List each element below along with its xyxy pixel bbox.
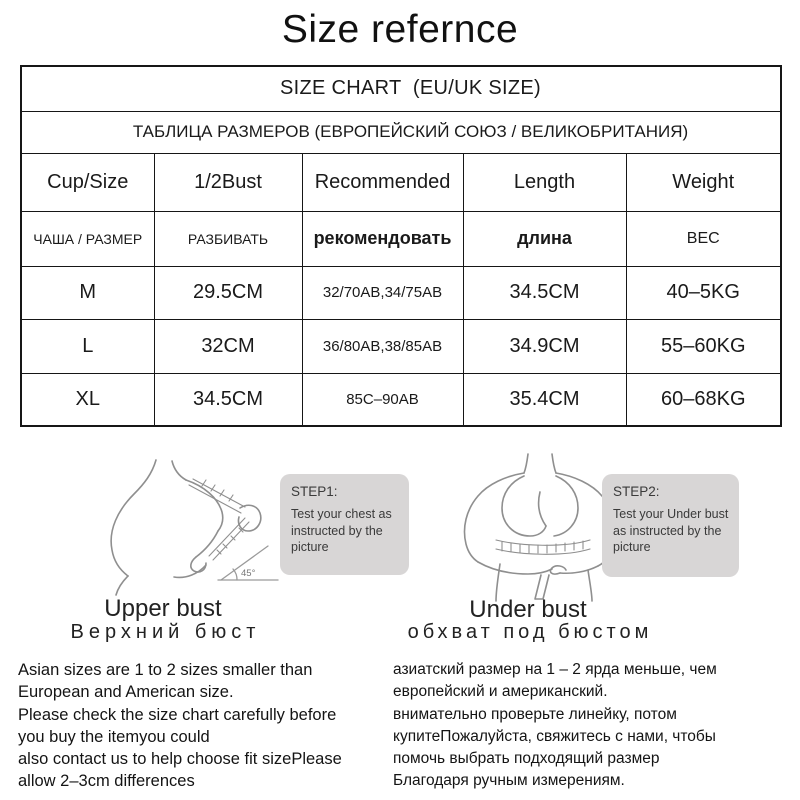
notes-ru-line: купитеПожалуйста, свяжитесь с нами, чтоб… (393, 727, 716, 745)
col-header-ru-weight: ВЕС (625, 210, 782, 267)
col-header-cup-size: Cup/Size (20, 152, 155, 212)
cell-size: M (20, 265, 155, 320)
table-row: XL 34.5CM 85C–90AB 35.4CM 60–68KG (20, 372, 782, 427)
step2-title: STEP2: (613, 484, 660, 499)
col-header-length: Length (462, 152, 627, 212)
col-header-recommended: Recommended (301, 152, 464, 212)
size-chart-table: SIZE CHART (EU/UK SIZE) ТАБЛИЦА РАЗМЕРОВ… (20, 65, 782, 427)
cell-length: 34.9CM (462, 318, 627, 374)
step1-box: STEP1: Test your chest as instructed by … (280, 474, 409, 575)
cell-bust: 32CM (153, 318, 303, 374)
notes-ru-line: внимательно проверьте линейку, потом (393, 705, 677, 723)
col-header-ru-bust: РАЗБИВАТЬ (153, 210, 303, 267)
under-bust-label-ru: обхват под бюстом (407, 621, 653, 643)
angle-45-label: 45° (241, 568, 256, 579)
cell-length: 34.5CM (462, 265, 627, 320)
upper-bust-label-en: Upper bust (104, 595, 222, 622)
notes-en-line: also contact us to help choose fit sizeP… (18, 750, 342, 769)
notes-en-line: European and American size. (18, 683, 234, 702)
notes-en-line: allow 2–3cm differences (18, 772, 195, 791)
under-bust-label-en: Under bust (469, 596, 587, 623)
cell-bust: 29.5CM (153, 265, 303, 320)
step1-title: STEP1: (291, 484, 338, 499)
cell-weight: 40–5KG (625, 265, 782, 320)
table-row: L 32CM 36/80AB,38/85AB 34.9CM 55–60KG (20, 318, 782, 374)
upper-bust-illustration: 45° (110, 459, 279, 596)
cell-size: L (20, 318, 155, 374)
cell-size: XL (20, 372, 155, 427)
table-row: M 29.5CM 32/70AB,34/75AB 34.5CM 40–5KG (20, 265, 782, 320)
table-title-ru: ТАБЛИЦА РАЗМЕРОВ (ЕВРОПЕЙСКИЙ СОЮЗ / ВЕЛ… (20, 110, 782, 154)
page-title: Size refernce (281, 8, 519, 51)
step1-instructions: Test your chest as instructed by the pic… (291, 507, 392, 555)
cell-bust: 34.5CM (153, 372, 303, 427)
col-header-ru-recommended: рекомендовать (301, 210, 464, 267)
upper-bust-label-ru: Верхний бюст (70, 621, 261, 643)
step2-box: STEP2: Test your Under bust as instructe… (602, 474, 739, 577)
notes-ru-line: азиатский размер на 1 – 2 ярда меньше, ч… (393, 661, 717, 678)
notes-en-line: Please check the size chart carefully be… (18, 705, 337, 724)
table-title-en: SIZE CHART (EU/UK SIZE) (20, 65, 782, 112)
cell-recommended: 36/80AB,38/85AB (301, 318, 464, 374)
cell-recommended: 32/70AB,34/75AB (301, 265, 464, 320)
notes-russian: азиатский размер на 1 – 2 ярда меньше, ч… (393, 659, 793, 793)
col-header-ru-length: длина (462, 210, 627, 267)
cell-weight: 55–60KG (625, 318, 782, 374)
notes-ru-line: европейский и американский. (393, 683, 608, 701)
col-header-weight: Weight (625, 152, 782, 212)
step2-instructions: Test your Under bust as instructed by th… (613, 507, 729, 555)
notes-en-line: Asian sizes are 1 to 2 sizes smaller tha… (18, 661, 313, 679)
notes-en-line: you buy the itemyou could (18, 727, 210, 746)
cell-weight: 60–68KG (625, 372, 782, 427)
notes-ru-line: помочь выбрать подходящий размер (393, 750, 660, 768)
cell-recommended: 85C–90AB (301, 372, 464, 427)
col-header-ru-cup-size: ЧАША / РАЗМЕР (20, 210, 155, 267)
notes-ru-line: Благодаря ручным измерениям. (393, 772, 625, 790)
col-header-half-bust: 1/2Bust (153, 152, 303, 212)
notes-english: Asian sizes are 1 to 2 sizes smaller tha… (18, 659, 398, 793)
cell-length: 35.4CM (462, 372, 627, 427)
